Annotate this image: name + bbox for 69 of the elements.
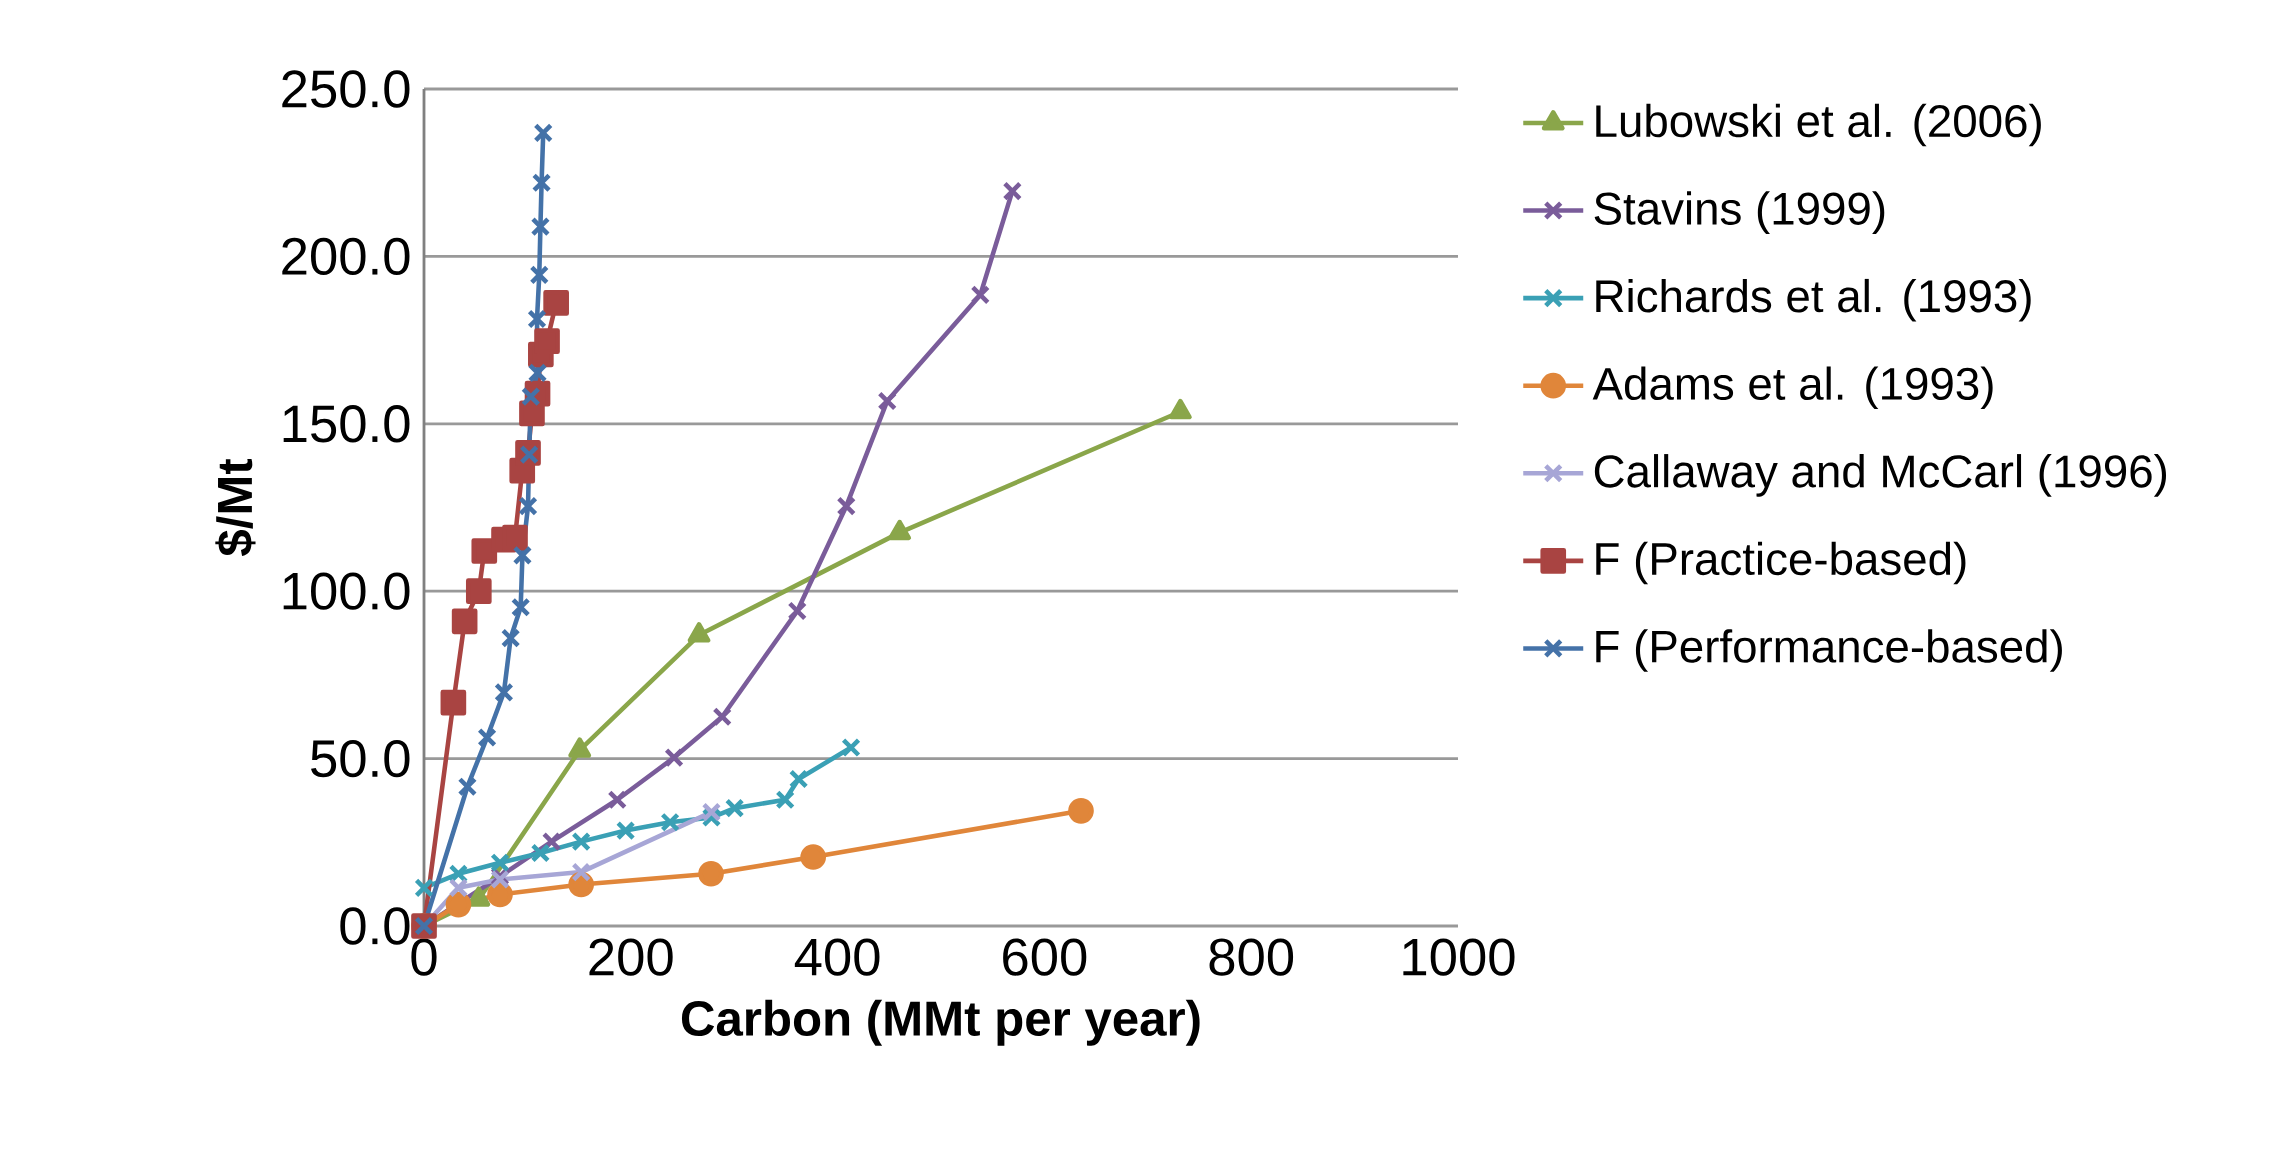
point <box>414 878 434 898</box>
point <box>500 628 521 648</box>
point <box>487 881 513 908</box>
point <box>701 802 722 822</box>
point <box>527 363 548 383</box>
point <box>445 891 472 918</box>
point <box>543 290 569 316</box>
point <box>541 831 562 852</box>
point <box>530 843 551 863</box>
point <box>970 285 991 305</box>
point <box>457 776 478 797</box>
point <box>451 608 478 635</box>
point <box>800 844 827 870</box>
y-tick-label: 100.0 <box>283 572 410 610</box>
x-tick-label: 600 <box>1003 938 1087 976</box>
y-tick-label: 150.0 <box>283 405 410 443</box>
point <box>615 820 636 841</box>
x-axis-title: Carbon (MMt per year) <box>681 999 1200 1046</box>
point <box>494 682 514 703</box>
point <box>440 689 467 716</box>
legend-label: Adams et al. (1993) <box>1592 366 1993 410</box>
legend-label: Stavins (1999) <box>1594 191 1885 234</box>
y-axis-title: $/Mt <box>215 458 256 557</box>
point <box>521 386 541 407</box>
point <box>724 798 745 818</box>
point <box>531 172 552 193</box>
point <box>510 597 531 618</box>
point <box>836 496 857 516</box>
point <box>664 747 684 768</box>
point <box>527 309 547 329</box>
point <box>571 862 591 882</box>
point <box>660 812 680 832</box>
legend-label: Richards et al. (1993) <box>1596 278 2031 322</box>
point <box>471 538 498 564</box>
point <box>530 216 551 237</box>
point <box>787 601 808 621</box>
point <box>477 727 497 748</box>
point <box>877 391 897 411</box>
point <box>465 578 492 605</box>
x-tick-label: 200 <box>589 938 673 976</box>
point <box>788 769 809 789</box>
point <box>533 123 553 143</box>
point <box>490 852 510 873</box>
legend-label: F (Practice-based) <box>1596 541 1966 585</box>
x-tick-label: 800 <box>1209 938 1294 976</box>
point <box>1002 181 1023 201</box>
point <box>518 496 538 516</box>
legend-label: Callaway and McCarl (1996) <box>1594 454 2167 497</box>
point <box>712 706 732 727</box>
point <box>571 831 591 852</box>
legend-label: Lubowski et al. (2006) <box>1596 103 2041 147</box>
point <box>775 790 795 810</box>
point <box>1068 797 1094 824</box>
y-tick-label: 200.0 <box>282 237 410 276</box>
point <box>502 524 528 551</box>
point <box>448 878 469 898</box>
point <box>534 328 560 354</box>
point <box>512 545 533 566</box>
point <box>607 790 627 810</box>
legend-label: F (Performance-based) <box>1596 629 2062 672</box>
x-tick-label: 400 <box>794 938 880 976</box>
point <box>529 265 550 285</box>
point <box>698 860 724 887</box>
y-tick-label: 50.0 <box>311 739 410 778</box>
x-tick-label: 0 <box>411 938 437 976</box>
point <box>841 737 861 758</box>
y-tick-label: 0.0 <box>340 907 410 945</box>
x-tick-label: 1000 <box>1403 938 1515 976</box>
y-tick-label: 250.0 <box>282 70 410 108</box>
